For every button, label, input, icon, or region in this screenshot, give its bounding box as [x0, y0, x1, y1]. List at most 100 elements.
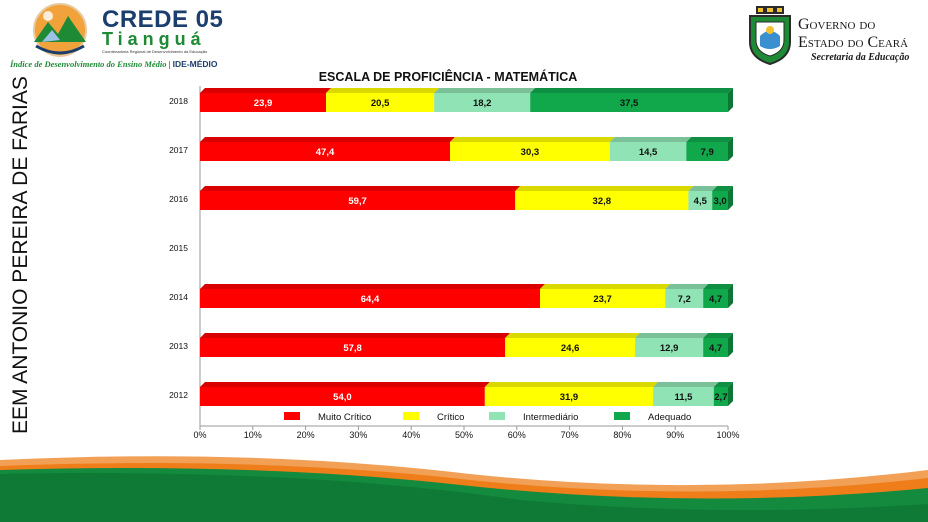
data-label: 23,7: [593, 294, 612, 305]
bar-side-face: [728, 333, 733, 357]
data-label: 20,5: [371, 98, 390, 109]
legend-swatch: [284, 412, 300, 420]
bar-top-face: [200, 382, 490, 387]
data-label: 54,0: [333, 392, 352, 403]
bar-top-face: [200, 284, 546, 289]
bar-top-face: [653, 382, 719, 387]
bar-side-face: [728, 137, 733, 161]
data-label: 59,7: [348, 196, 367, 207]
bar-segment: [200, 142, 451, 161]
secretaria-line: Secretaria da Educação: [811, 52, 910, 63]
y-tick-label: 2016: [169, 194, 188, 204]
y-tick-label: 2013: [169, 341, 188, 351]
bar-segment: [703, 338, 728, 357]
bar-segment: [540, 289, 666, 308]
bar-segment: [484, 387, 654, 406]
y-tick-label: 2012: [169, 390, 188, 400]
legend-swatch: [614, 412, 630, 420]
bar-side-face: [728, 382, 733, 406]
bar-top-face: [505, 333, 641, 338]
data-label: 23,9: [254, 98, 272, 109]
tagline-right: IDE-MÉDIO: [172, 59, 218, 69]
crede-subtitle: Coordenadoria Regional de Desenvolviment…: [102, 49, 208, 54]
bar-top-face: [530, 88, 733, 93]
data-label: 7,9: [701, 147, 714, 158]
data-label: 24,6: [561, 343, 580, 354]
bar-segment: [635, 338, 704, 357]
data-label: 12,9: [660, 343, 679, 354]
bar-segment: [515, 191, 689, 210]
bar-segment: [712, 191, 728, 210]
data-label: 18,2: [473, 98, 492, 109]
y-tick-label: 2015: [169, 243, 188, 253]
bar-top-face: [200, 137, 456, 142]
bar-top-face: [686, 137, 733, 142]
bar-side-face: [728, 186, 733, 210]
bar-side-face: [728, 88, 733, 112]
bar-segment: [200, 338, 506, 357]
x-tick-label: 80%: [613, 430, 631, 440]
data-label: 30,3: [521, 147, 540, 158]
governo-line: Governo do: [798, 16, 876, 33]
bar-top-face: [200, 88, 332, 93]
estado-line: Estado do Ceará: [798, 34, 909, 51]
legend-swatch: [403, 412, 419, 420]
bar-segment: [200, 387, 485, 406]
bar-top-face: [450, 137, 615, 142]
legend-label: Crítico: [437, 412, 464, 423]
bar-segment: [653, 387, 714, 406]
legend-label: Adequado: [648, 412, 691, 423]
data-label: 4,7: [709, 294, 722, 305]
bar-top-face: [484, 382, 659, 387]
data-label: 31,9: [560, 392, 579, 403]
bar-top-face: [635, 333, 709, 338]
legend-label: Muito Crítico: [318, 412, 371, 423]
x-tick-label: 10%: [244, 430, 262, 440]
y-tick-label: 2014: [169, 292, 188, 302]
data-label: 47,4: [316, 147, 335, 158]
bar-top-face: [200, 333, 511, 338]
bar-top-face: [326, 88, 440, 93]
school-name: EEM ANTONIO PEREIRA DE FARIAS: [9, 76, 32, 434]
data-label: 7,2: [678, 294, 691, 305]
y-tick-label: 2018: [169, 96, 188, 106]
x-tick-label: 0%: [193, 430, 206, 440]
bar-top-face: [434, 88, 536, 93]
bar-top-face: [515, 186, 694, 191]
bar-segment: [200, 191, 516, 210]
ide-tagline: Índice de Desenvolvimento do Ensino Médi…: [10, 59, 218, 69]
bar-segment: [530, 93, 728, 112]
bar-segment: [609, 142, 687, 161]
x-tick-label: 50%: [455, 430, 473, 440]
data-label: 37,5: [620, 98, 639, 109]
bar-top-face: [688, 186, 718, 191]
x-tick-label: 40%: [402, 430, 420, 440]
bar-top-face: [703, 284, 733, 289]
bar-segment: [326, 93, 435, 112]
bar-segment: [200, 289, 541, 308]
crede-emblem-icon: [33, 3, 87, 57]
data-label: 32,8: [593, 196, 612, 207]
proficiency-chart: ESCALA DE PROFICIÊNCIA - MATEMÁTICA 0% 10%…: [169, 69, 739, 440]
x-tick-label: 70%: [561, 430, 579, 440]
data-label: 3,0: [713, 196, 726, 207]
bar-segment: [200, 93, 327, 112]
bar-segment: [688, 191, 713, 210]
bar-side-face: [728, 284, 733, 308]
crede-city: Tianguá: [102, 29, 206, 49]
data-label: 64,4: [361, 294, 380, 305]
bar-top-face: [609, 137, 692, 142]
data-label: 11,5: [674, 392, 693, 403]
crede-title: CREDE 05: [102, 6, 224, 33]
tagline-left: Índice de Desenvolvimento do Ensino Médi…: [10, 59, 167, 69]
bar-top-face: [540, 284, 671, 289]
bar-segment: [450, 142, 610, 161]
x-tick-label: 20%: [297, 430, 315, 440]
data-label: 4,5: [694, 196, 708, 207]
bar-segment: [713, 387, 728, 406]
ceara-crest-icon: [749, 6, 791, 66]
bar-top-face: [200, 186, 521, 191]
governo-ceara-logo: Governo do Estado do Ceará Secretaria da…: [748, 6, 923, 68]
bar-top-face: [712, 186, 733, 191]
bar-segment: [686, 142, 728, 161]
